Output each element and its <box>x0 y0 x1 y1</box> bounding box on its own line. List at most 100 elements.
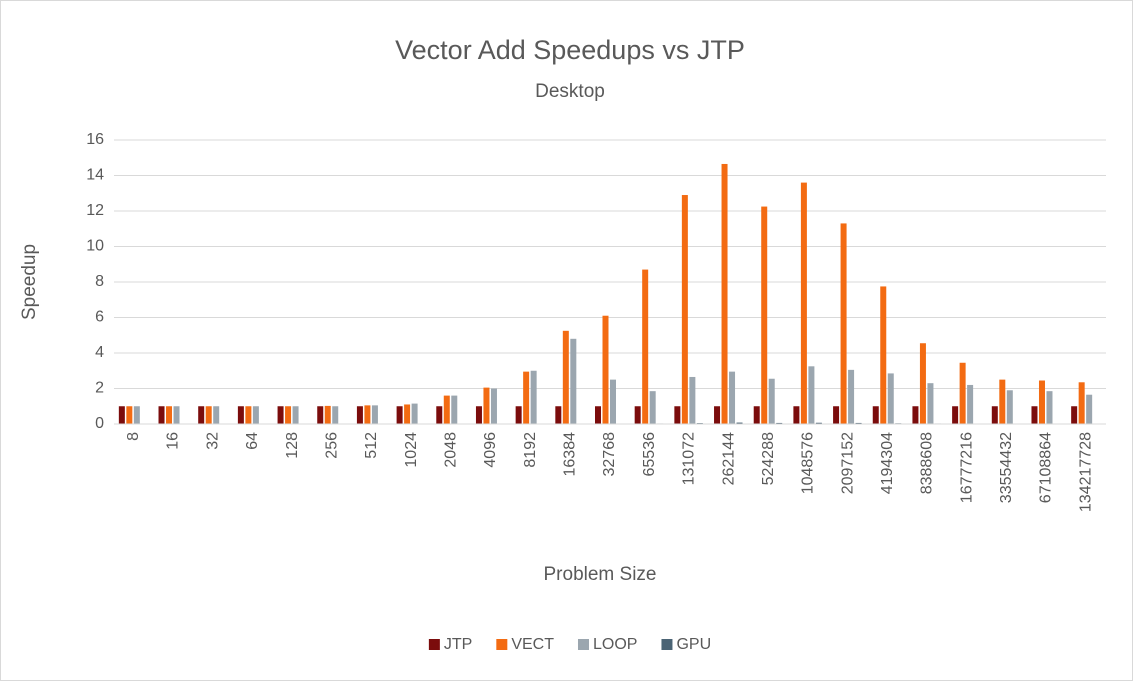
x-tick-label: 512 <box>363 432 380 459</box>
x-tick-label: 33554432 <box>998 432 1015 503</box>
y-tick-label: 16 <box>86 131 104 148</box>
bar <box>570 338 577 424</box>
legend-swatch <box>428 639 440 650</box>
bar <box>1071 406 1078 424</box>
bar <box>721 163 728 424</box>
y-axis-title: Speedup <box>19 244 40 320</box>
bar <box>800 182 807 424</box>
bar <box>919 343 926 424</box>
x-tick-label: 131072 <box>681 432 698 485</box>
bar <box>649 391 656 424</box>
bar <box>205 406 212 424</box>
bar <box>776 422 783 424</box>
x-tick-label: 67108864 <box>1038 432 1055 503</box>
bar <box>451 395 458 424</box>
legend-swatch <box>496 639 508 650</box>
bar <box>562 330 569 424</box>
bar <box>1086 394 1093 424</box>
bar <box>952 406 959 424</box>
bar <box>475 406 482 424</box>
bar <box>411 403 418 424</box>
bar <box>371 405 378 424</box>
bar <box>848 369 855 424</box>
y-tick-label: 10 <box>86 238 104 255</box>
legend-label: VECT <box>511 636 554 653</box>
bar <box>555 406 562 424</box>
legend-swatch <box>661 639 673 650</box>
y-tick-label: 14 <box>86 167 104 184</box>
x-tick-label: 256 <box>323 432 340 459</box>
bar <box>252 406 259 424</box>
x-tick-label: 262144 <box>720 432 737 485</box>
bar <box>1078 382 1085 424</box>
x-tick-label: 16777216 <box>958 432 975 503</box>
bar <box>523 371 530 424</box>
bar <box>927 383 934 424</box>
y-tick-label: 6 <box>95 309 104 326</box>
x-tick-label: 4194304 <box>879 432 896 494</box>
x-tick-label: 32768 <box>601 432 618 477</box>
bar <box>133 406 140 424</box>
legend-label: GPU <box>676 636 711 653</box>
chart-subtitle: Desktop <box>535 81 605 102</box>
bar <box>158 406 165 424</box>
bar <box>714 406 721 424</box>
bar <box>277 406 284 424</box>
x-tick-label: 8388608 <box>919 432 936 494</box>
x-tick-label: 128 <box>284 432 301 459</box>
bar <box>404 404 411 424</box>
bar <box>530 370 537 424</box>
x-tick-label: 8 <box>125 432 142 441</box>
bar <box>126 406 133 424</box>
x-tick-label: 4096 <box>482 432 499 468</box>
bar <box>1046 391 1053 424</box>
x-axis-title: Problem Size <box>544 564 657 585</box>
bar <box>1006 390 1013 424</box>
x-tick-label: 16384 <box>562 432 579 477</box>
bar <box>364 405 371 424</box>
bar <box>332 406 339 424</box>
bar <box>674 406 681 424</box>
legend-label: LOOP <box>593 636 637 653</box>
bar <box>967 384 974 424</box>
bar <box>1038 380 1045 424</box>
bar <box>761 206 768 424</box>
bar <box>887 373 894 424</box>
bar <box>999 379 1006 424</box>
chart-title: Vector Add Speedups vs JTP <box>395 35 745 65</box>
bar <box>634 406 641 424</box>
bar <box>991 406 998 424</box>
bar <box>436 406 443 424</box>
bar <box>396 406 403 424</box>
bar <box>443 395 450 424</box>
bar <box>768 378 775 424</box>
bar <box>855 422 862 424</box>
bar <box>1031 406 1038 424</box>
x-tick-label: 2097152 <box>839 432 856 494</box>
x-tick-label: 16 <box>165 432 182 450</box>
bar <box>118 406 125 424</box>
x-tick-label: 8192 <box>522 432 539 468</box>
bar <box>166 406 173 424</box>
bar <box>959 362 966 424</box>
bar <box>198 406 205 424</box>
bar <box>753 406 760 424</box>
legend-label: JTP <box>444 636 472 653</box>
bar <box>595 406 601 424</box>
x-tick-label: 65536 <box>641 432 658 477</box>
y-tick-label: 0 <box>95 415 104 432</box>
y-tick-label: 4 <box>95 344 104 361</box>
bar <box>689 376 696 424</box>
bar <box>808 366 815 424</box>
bar <box>880 286 887 424</box>
x-tick-label: 32 <box>204 432 221 450</box>
bar <box>642 269 649 424</box>
bar <box>602 315 609 424</box>
bar <box>173 406 180 424</box>
y-tick-label: 2 <box>95 380 104 397</box>
y-tick-label: 12 <box>86 202 104 219</box>
bar <box>840 223 847 424</box>
bar <box>292 406 299 424</box>
x-tick-label: 134217728 <box>1077 432 1094 512</box>
x-tick-label: 1048576 <box>800 432 817 494</box>
